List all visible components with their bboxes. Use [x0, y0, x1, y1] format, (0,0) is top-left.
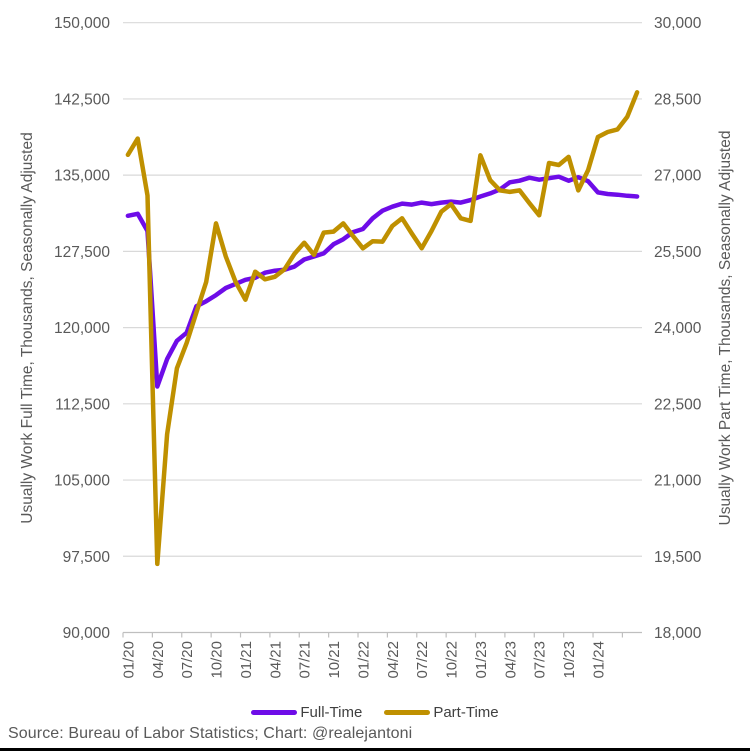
legend-item-part-time: Part-Time [384, 703, 499, 721]
right-axis-tick-label: 24,000 [654, 320, 702, 337]
x-axis-tick-label: 10/22 [444, 641, 461, 679]
full-time-line-swatch [251, 709, 298, 715]
x-axis-tick-label: 07/22 [414, 641, 431, 679]
right-axis-tick-label: 21,000 [654, 473, 702, 490]
right-axis-title: Usually Work Part Time, Thousands, Seaso… [717, 131, 734, 526]
x-axis-tick-label: 04/22 [385, 641, 402, 679]
chart-canvas: 150,000 30,000 142,500 28,500 135,000 27,000 1… [19, 15, 734, 679]
x-axis-tick-label: 07/23 [532, 641, 549, 679]
x-axis-tick-label: 10/20 [209, 641, 226, 679]
source-note: Source: Bureau of Labor Statistics; Char… [8, 725, 413, 742]
x-axis-tick-label: 01/24 [590, 641, 607, 679]
x-axis-tick-label: 01/20 [120, 641, 137, 679]
x-axis-tick-label: 01/23 [473, 641, 490, 679]
x-axis-tick-label: 01/21 [238, 641, 255, 679]
left-axis-tick-label: 97,500 [63, 549, 111, 566]
x-axis-tick-label: 04/20 [150, 641, 167, 679]
full-time-line [125, 174, 640, 389]
left-axis-tick-label: 150,000 [54, 15, 110, 32]
left-axis-tick-label: 105,000 [54, 473, 110, 490]
left-axis-tick-label: 135,000 [54, 168, 110, 185]
left-axis-tick-label: 120,000 [54, 320, 110, 337]
right-axis-tick-label: 19,500 [654, 549, 702, 566]
right-axis-tick-label: 28,500 [654, 91, 702, 108]
x-axis-tick-label: 04/21 [267, 641, 284, 679]
left-axis-tick-label: 127,500 [54, 244, 110, 261]
part-time-line [125, 90, 640, 567]
left-axis-tick-label: 112,500 [55, 396, 110, 413]
legend-item-full-time: Full-Time [251, 704, 362, 721]
right-axis-tick-label: 30,000 [654, 15, 702, 32]
x-axis-tick-label: 07/21 [297, 641, 314, 679]
left-axis-tick-label: 142,500 [54, 91, 110, 108]
right-axis-tick-label: 18,000 [654, 625, 702, 642]
right-axis-tick-label: 22,500 [654, 396, 702, 413]
part-time-line-swatch [384, 709, 431, 715]
x-axis-tick-label: 10/21 [326, 641, 343, 679]
x-axis-tick-label: 01/22 [355, 641, 372, 679]
legend-label-full-time: Full-Time [300, 703, 363, 721]
left-axis-title: Usually Work Full Time, Thousands, Seaso… [19, 132, 36, 523]
x-axis-tick-label: 07/20 [179, 641, 196, 679]
right-axis-tick-label: 25,500 [654, 244, 702, 261]
left-axis-tick-label: 90,000 [63, 625, 111, 642]
right-axis-tick-label: 27,000 [654, 168, 702, 185]
legend-label-part-time: Part-Time [433, 703, 499, 721]
bottom-border [0, 748, 750, 751]
x-axis-tick-label: 10/23 [561, 641, 578, 679]
chart-legend: Full-Time Part-Time [0, 701, 750, 723]
x-axis-tick-label: 04/23 [502, 641, 519, 679]
